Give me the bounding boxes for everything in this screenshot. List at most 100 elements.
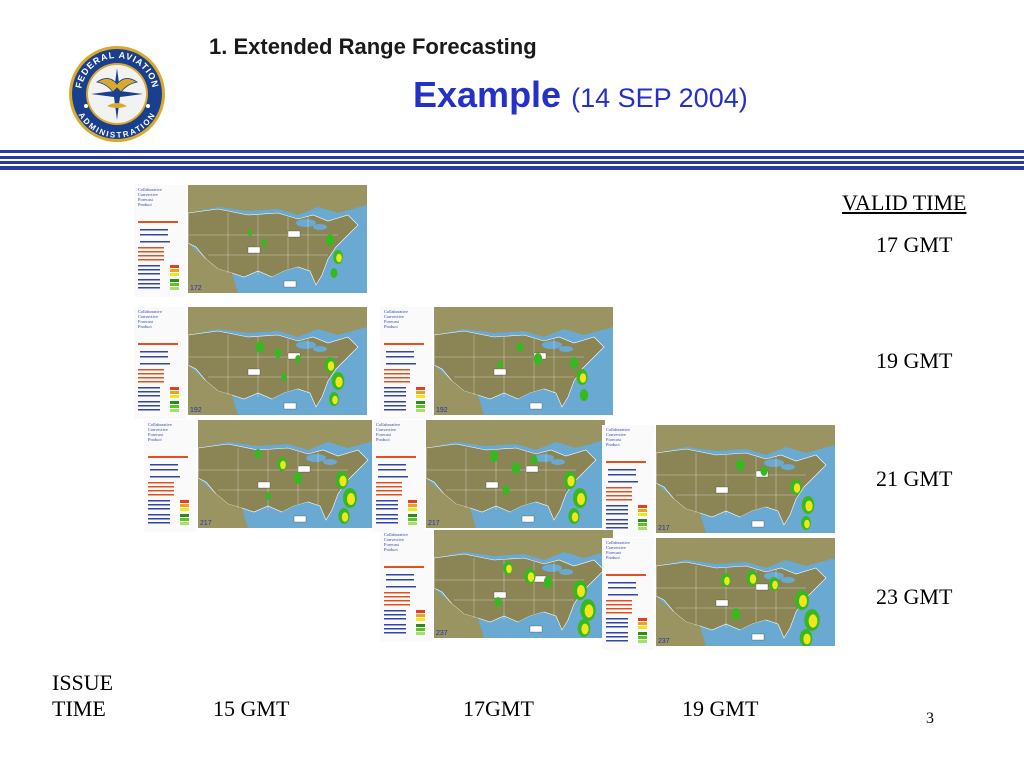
product-title-line: Convective: [138, 192, 158, 197]
product-title-line: Convective: [376, 427, 396, 432]
valid-time-heading: VALID TIME: [842, 190, 967, 215]
product-title-line: Collaborative: [384, 532, 408, 537]
forecast-area-green: [295, 355, 301, 363]
forecast-area-yellow: [567, 475, 575, 487]
forecast-area-green: [569, 357, 579, 369]
page-number: 3: [926, 710, 934, 727]
forecast-area-yellow: [804, 519, 810, 529]
forecast-area-yellow: [724, 576, 730, 586]
forecast-area-yellow: [577, 493, 585, 505]
forecast-area-yellow: [571, 512, 579, 522]
product-title-line: Product: [606, 442, 620, 447]
panel-code: 192: [436, 407, 448, 414]
panel-code: 237: [436, 630, 448, 637]
forecast-area-green: [579, 389, 589, 401]
forecast-area-green: [261, 239, 267, 247]
example-date: (14 SEP 2004): [571, 83, 748, 113]
forecast-area-yellow: [772, 580, 778, 590]
forecast-area-green: [254, 449, 262, 459]
forecast-area-green: [489, 450, 499, 462]
us-forecast-map: 172: [188, 185, 367, 293]
forecast-area-yellow: [799, 595, 807, 607]
product-title-line: Forecast: [138, 319, 154, 324]
product-title-line: Convective: [606, 432, 626, 437]
forecast-area-yellow: [579, 373, 587, 383]
product-title-line: Convective: [384, 537, 404, 542]
product-title-line: Product: [606, 555, 620, 560]
forecast-area-green: [530, 455, 538, 465]
product-title-line: Product: [148, 437, 162, 442]
forecast-area-yellow: [793, 483, 801, 493]
forecast-area-yellow: [749, 574, 757, 584]
panel-code: 172: [190, 285, 202, 292]
product-title-line: Collaborative: [376, 422, 400, 427]
product-title-line: Product: [384, 547, 398, 552]
panel-code: 217: [658, 525, 670, 532]
forecast-area-green: [325, 234, 335, 246]
panel-code: 217: [428, 520, 440, 527]
product-title-line: Forecast: [138, 197, 154, 202]
us-forecast-map: 217: [198, 420, 377, 528]
valid-time-row: 19 GMT: [876, 348, 953, 373]
forecast-area-green: [543, 576, 553, 588]
us-forecast-map: 217: [426, 420, 605, 528]
forecast-map-panel: Collaborative Convective Forecast Product 19…: [134, 307, 367, 419]
forecast-area-green: [293, 472, 303, 484]
forecast-area-yellow: [339, 475, 347, 487]
valid-time-row: 21 GMT: [876, 466, 953, 491]
forecast-area-green: [735, 459, 745, 471]
product-title-line: Convective: [148, 427, 168, 432]
example-word: Example: [413, 74, 562, 115]
product-title-line: Collaborative: [384, 309, 408, 314]
forecast-area-green: [497, 361, 503, 369]
panel-code: 237: [658, 638, 670, 645]
forecast-area-green: [247, 230, 253, 236]
forecast-area-green: [255, 341, 265, 353]
issue-time-column: 15 GMT: [213, 696, 290, 721]
forecast-area-yellow: [280, 460, 286, 470]
slide-title: 1. Extended Range Forecasting: [209, 34, 537, 59]
product-title-line: Forecast: [384, 319, 400, 324]
panel-code: 192: [190, 407, 202, 414]
forecast-map-panel: Collaborative Convective Forecast Product 17…: [134, 185, 367, 297]
us-forecast-map: 217: [656, 425, 835, 533]
product-title-line: Collaborative: [138, 309, 162, 314]
issue-time-column: 19 GMT: [682, 696, 759, 721]
forecast-area-yellow: [581, 623, 589, 635]
forecast-area-green: [265, 492, 271, 500]
product-title-line: Forecast: [606, 437, 622, 442]
forecast-area-yellow: [332, 395, 338, 405]
product-title-line: Collaborative: [606, 427, 630, 432]
example-heading: Example (14 SEP 2004): [413, 74, 748, 116]
issue-time-label: ISSUE TIME: [52, 670, 113, 722]
product-title-line: Forecast: [606, 550, 622, 555]
product-title-line: Collaborative: [148, 422, 172, 427]
forecast-area-green: [281, 373, 287, 381]
forecast-map-panel: Collaborative Convective Forecast Product 21…: [372, 420, 605, 532]
forecast-map-panel: Collaborative Convective Forecast Product 21…: [602, 425, 835, 537]
forecast-area-yellow: [803, 633, 811, 645]
panel-code: 217: [200, 520, 212, 527]
product-title-line: Product: [138, 324, 152, 329]
forecast-area-green: [760, 466, 768, 476]
forecast-area-yellow: [527, 572, 535, 582]
product-title-line: Product: [376, 437, 390, 442]
valid-time-row: 23 GMT: [876, 584, 953, 609]
forecast-area-green: [502, 485, 510, 495]
forecast-area-yellow: [327, 361, 335, 371]
forecast-area-green: [511, 462, 521, 474]
product-title-line: Forecast: [384, 542, 400, 547]
product-title-line: Convective: [138, 314, 158, 319]
us-forecast-map: 237: [434, 530, 613, 638]
us-forecast-map: 237: [656, 538, 835, 646]
valid-time-row: 17 GMT: [876, 232, 953, 257]
product-title-line: Forecast: [148, 432, 164, 437]
forecast-area-green: [731, 608, 741, 620]
forecast-area-green: [533, 353, 543, 365]
